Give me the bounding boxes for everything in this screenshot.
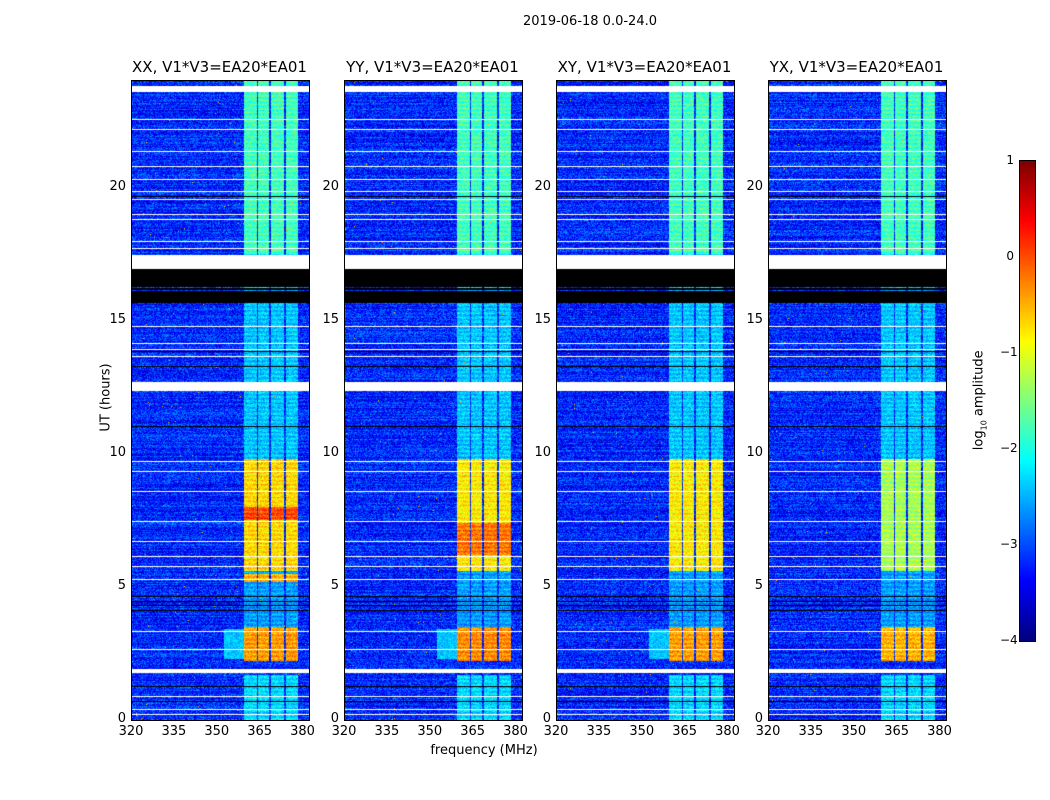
y-tick-label: 10: [746, 444, 763, 460]
colorbar-tick-label: −3: [1000, 537, 1018, 551]
x-tick-label: 335: [798, 724, 824, 739]
y-tick-label: 5: [330, 577, 339, 593]
y-tick-label: 5: [542, 577, 551, 593]
waterfall-panel-0: [131, 80, 310, 721]
y-tick-label: 5: [754, 577, 763, 593]
colorbar-label: log10 amplitude: [971, 350, 989, 451]
y-axis-label: UT (hours): [98, 363, 114, 432]
y-tick-label: 20: [109, 178, 126, 194]
figure-title: 2019-06-18 0.0-24.0: [523, 14, 657, 29]
waterfall-panel-3: [768, 80, 947, 721]
colorbar: [1019, 160, 1036, 642]
colorbar-tick-label: 0: [1006, 249, 1014, 263]
heatmap-image: [557, 81, 734, 720]
x-tick-label: 380: [290, 724, 315, 739]
x-tick-label: 380: [715, 724, 740, 739]
colorbar-tick-label: −4: [1000, 633, 1018, 647]
x-tick-label: 365: [247, 724, 273, 739]
x-tick-label: 335: [161, 724, 187, 739]
heatmap-image: [345, 81, 522, 720]
x-tick-label: 320: [543, 724, 569, 739]
y-tick-label: 15: [109, 311, 126, 327]
x-tick-label: 365: [460, 724, 486, 739]
panel-title: XX, V1*V3=EA20*EA01: [132, 58, 307, 76]
panel-title: XY, V1*V3=EA20*EA01: [557, 58, 732, 76]
x-tick-label: 320: [118, 724, 144, 739]
y-tick-label: 15: [322, 311, 339, 327]
y-tick-label: 15: [746, 311, 763, 327]
x-axis-label: frequency (MHz): [430, 743, 538, 758]
y-tick-label: 0: [330, 711, 339, 726]
panel-title: YY, V1*V3=EA20*EA01: [346, 58, 519, 76]
x-tick-label: 350: [629, 724, 655, 739]
y-tick-label: 0: [542, 711, 551, 726]
x-tick-label: 350: [841, 724, 867, 739]
panel-title: YX, V1*V3=EA20*EA01: [769, 58, 944, 76]
y-tick-label: 0: [117, 711, 126, 726]
waterfall-panel-2: [556, 80, 735, 721]
colorbar-tick-label: 1: [1006, 153, 1014, 167]
heatmap-image: [769, 81, 946, 720]
y-tick-label: 15: [534, 311, 551, 327]
x-tick-label: 380: [503, 724, 528, 739]
x-tick-label: 365: [884, 724, 910, 739]
x-tick-label: 335: [586, 724, 612, 739]
y-tick-label: 20: [746, 178, 763, 194]
y-tick-label: 10: [109, 444, 126, 460]
y-tick-label: 20: [534, 178, 551, 194]
colorbar-tick-label: −1: [1000, 345, 1018, 359]
colorbar-tick-label: −2: [1000, 441, 1018, 455]
x-tick-label: 350: [417, 724, 443, 739]
y-tick-label: 0: [754, 711, 763, 726]
x-tick-label: 335: [374, 724, 400, 739]
y-tick-label: 5: [117, 577, 126, 593]
heatmap-image: [132, 81, 309, 720]
y-tick-label: 10: [534, 444, 551, 460]
x-tick-label: 380: [927, 724, 952, 739]
x-tick-label: 320: [755, 724, 781, 739]
x-tick-label: 365: [672, 724, 698, 739]
x-tick-label: 320: [331, 724, 357, 739]
y-tick-label: 20: [322, 178, 339, 194]
waterfall-panel-1: [344, 80, 523, 721]
y-tick-label: 10: [322, 444, 339, 460]
x-tick-label: 350: [204, 724, 230, 739]
